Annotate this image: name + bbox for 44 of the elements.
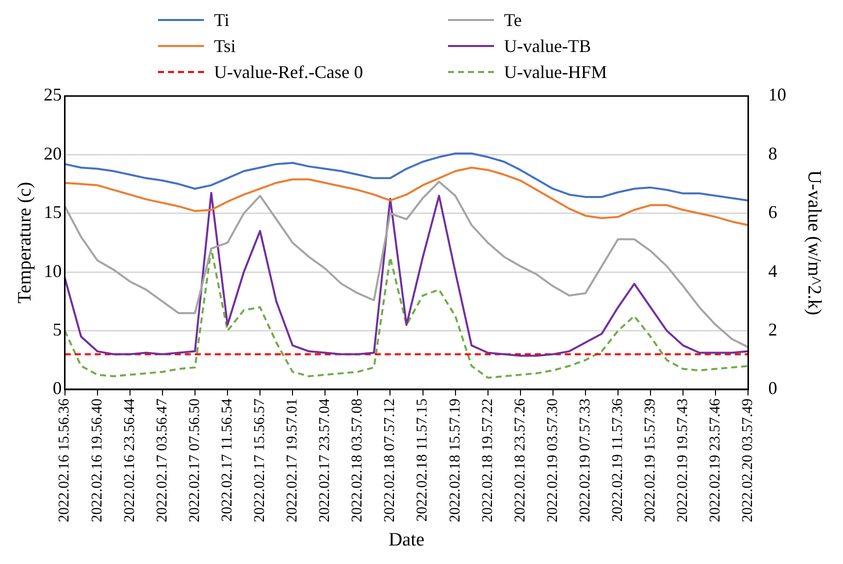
y-tick-label: 0 bbox=[52, 378, 62, 398]
y2-tick-label: 0 bbox=[768, 378, 778, 398]
x-tick-label: 2022.02.16 23.56.44 bbox=[122, 398, 138, 522]
x-tick-label: 2022.02.16 19.56.40 bbox=[89, 398, 106, 522]
x-axis-title: Date bbox=[388, 530, 424, 551]
x-tick-label: 2022.02.19 03.57.30 bbox=[544, 398, 561, 522]
x-tick-label: 2022.02.18 23.57.26 bbox=[512, 398, 528, 522]
y2-tick-label: 6 bbox=[768, 202, 778, 222]
x-tick-label: 2022.02.17 03.56.47 bbox=[154, 398, 170, 522]
x-tick-label: 2022.02.17 15.56.57 bbox=[252, 398, 268, 522]
y-tick-label: 10 bbox=[44, 260, 62, 281]
x-tick-label: 2022.02.18 11.57.15 bbox=[414, 398, 431, 522]
legend-label: Ti bbox=[214, 10, 230, 30]
y-tick-label: 5 bbox=[52, 319, 62, 340]
x-tick-label: 2022.02.19 19.57.43 bbox=[675, 398, 692, 522]
y2-tick-label: 2 bbox=[768, 319, 778, 340]
x-tick-label: 2022.02.17 11.56.54 bbox=[219, 398, 236, 522]
x-tick-label: 2022.02.19 07.57.33 bbox=[577, 398, 594, 522]
x-tick-label: 2022.02.17 19.57.01 bbox=[284, 398, 301, 522]
x-tick-label: 2022.02.17 07.56.50 bbox=[186, 398, 203, 522]
y-tick-label: 15 bbox=[44, 202, 62, 222]
legend-label: U-value-Ref.-Case 0 bbox=[214, 62, 363, 82]
legend-label: U-value-HFM bbox=[504, 62, 607, 82]
x-tick-label: 2022.02.18 03.57.08 bbox=[350, 398, 366, 522]
x-tick-label: 2022.02.17 23.57.04 bbox=[317, 398, 334, 522]
y-tick-label: 25 bbox=[44, 84, 62, 105]
y-tick-label: 20 bbox=[44, 143, 62, 164]
x-tick-label: 2022.02.18 07.57.12 bbox=[382, 398, 398, 522]
x-tick-label: 2022.02.20 03.57.49 bbox=[740, 398, 756, 522]
y2-tick-label: 4 bbox=[768, 260, 778, 281]
x-tick-label: 2022.02.19 23.57.46 bbox=[708, 398, 724, 522]
y2-axis-title: U-value (w/m^2.k) bbox=[804, 170, 825, 316]
x-tick-label: 2022.02.18 15.57.19 bbox=[447, 398, 464, 522]
legend-label: Te bbox=[504, 10, 522, 30]
line-series bbox=[64, 248, 750, 379]
x-tick-label: 2022.02.18 19.57.22 bbox=[480, 398, 496, 522]
x-tick-label: 2022.02.16 15.56.36 bbox=[56, 398, 73, 522]
x-tick-label: 2022.02.19 15.57.39 bbox=[642, 398, 659, 522]
legend-label: U-value-TB bbox=[504, 36, 591, 56]
x-tick-label: 2022.02.19 11.57.36 bbox=[610, 398, 626, 522]
y-axis-title: Temperature (c) bbox=[14, 182, 36, 304]
legend-label: Tsi bbox=[214, 36, 236, 56]
y2-tick-label: 8 bbox=[768, 143, 778, 164]
y2-tick-label: 10 bbox=[768, 84, 786, 105]
